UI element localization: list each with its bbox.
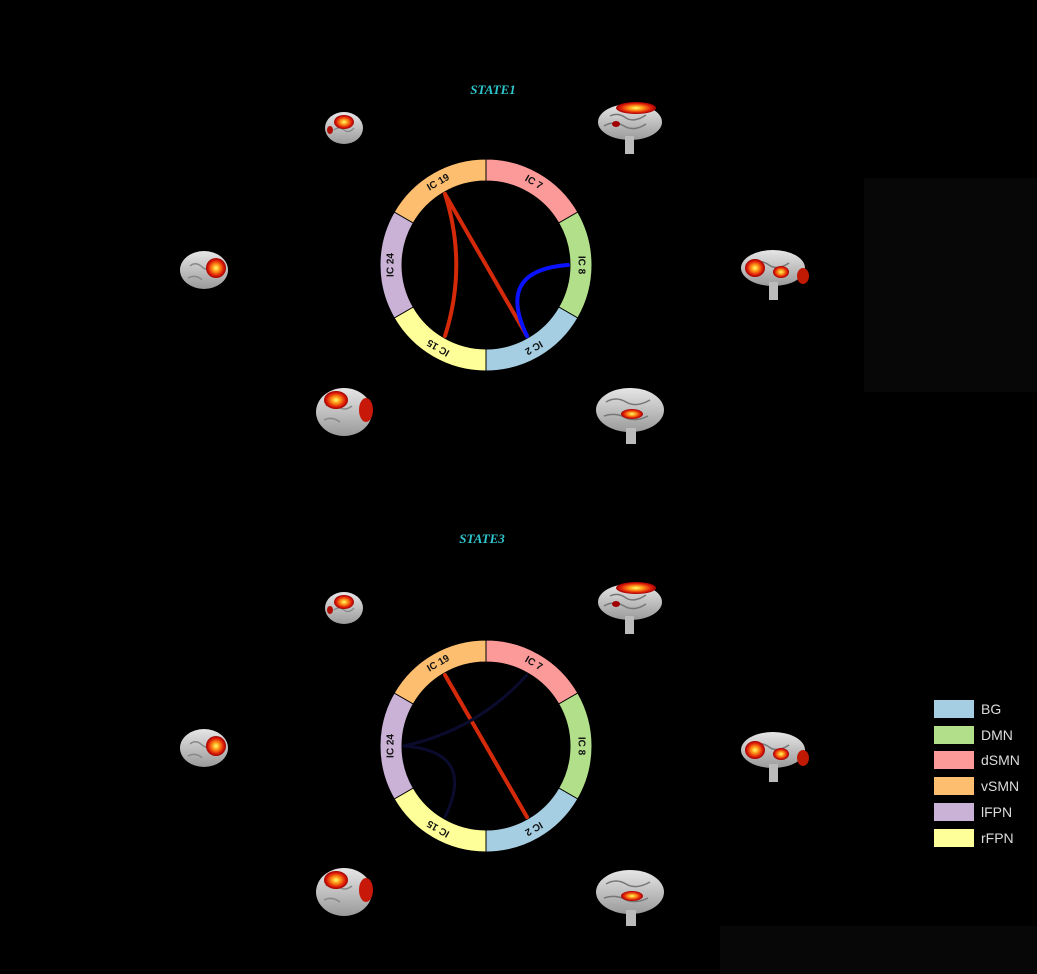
brain-thumbnail-bg <box>595 387 665 445</box>
legend-swatch <box>934 725 974 744</box>
legend-label: DMN <box>981 726 1013 743</box>
connection-chord-negative <box>515 263 570 339</box>
legend-swatch <box>934 751 974 770</box>
brain-thumbnail-lfpn-state3 <box>179 728 229 768</box>
brain-thumbnail-vsmn <box>324 111 364 145</box>
brain-thumbnail-bg-state3 <box>595 869 665 927</box>
legend-item-vsmn: vSMN <box>934 773 1020 799</box>
legend-item-bg: BG <box>934 696 1020 722</box>
ring-segment-dsmn <box>485 158 579 224</box>
legend-swatch <box>934 777 974 796</box>
legend-swatch <box>934 803 974 822</box>
component-label: IC 8 <box>576 256 587 275</box>
background-shade-bottom <box>720 926 1037 974</box>
brain-thumbnail-dsmn <box>597 101 663 155</box>
component-label: IC 8 <box>576 737 587 756</box>
legend-label: lFPN <box>981 804 1013 821</box>
ring-segment-rfpn <box>393 787 487 853</box>
brain-thumbnail-vsmn-state3 <box>324 591 364 625</box>
ring-segment-bg <box>485 787 579 853</box>
legend-item-dmn: DMN <box>934 722 1020 748</box>
component-label: IC 24 <box>386 253 397 277</box>
ring-segment-vsmn <box>393 158 487 224</box>
state1-title: STATE1 <box>470 82 516 97</box>
legend-item-dsmn: dSMN <box>934 748 1020 774</box>
legend: BG DMN dSMN vSMN lFPN rFPN <box>934 696 1020 851</box>
brain-thumbnail-dmn <box>740 249 810 301</box>
ring-segment-vsmn <box>393 639 487 705</box>
connection-chord-positive <box>443 191 459 339</box>
component-label: IC 24 <box>386 734 397 758</box>
connection-chord-positive <box>443 672 529 820</box>
brain-thumbnail-rfpn <box>315 387 374 437</box>
ring-segment-bg <box>485 306 579 372</box>
connection-chord-faint <box>402 744 457 819</box>
brain-thumbnail-rfpn-state3 <box>315 867 374 917</box>
brain-thumbnail-dsmn-state3 <box>597 581 663 635</box>
connection-chord-positive <box>443 191 529 339</box>
ring-segment-rfpn <box>393 306 487 372</box>
connection-chord-faint <box>402 673 529 748</box>
background-shade-top <box>864 178 1037 392</box>
legend-swatch <box>934 699 974 718</box>
legend-swatch <box>934 828 974 847</box>
state3-title: STATE3 <box>459 531 505 546</box>
legend-label: rFPN <box>981 829 1014 846</box>
legend-item-lfpn: lFPN <box>934 799 1020 825</box>
brain-thumbnail-lfpn <box>179 250 229 290</box>
brain-thumbnail-dmn-state3 <box>740 731 810 783</box>
legend-label: vSMN <box>981 778 1020 795</box>
legend-item-rfpn: rFPN <box>934 825 1020 851</box>
ring-segment-dsmn <box>485 639 579 705</box>
legend-label: BG <box>981 700 1002 717</box>
legend-label: dSMN <box>981 752 1020 769</box>
